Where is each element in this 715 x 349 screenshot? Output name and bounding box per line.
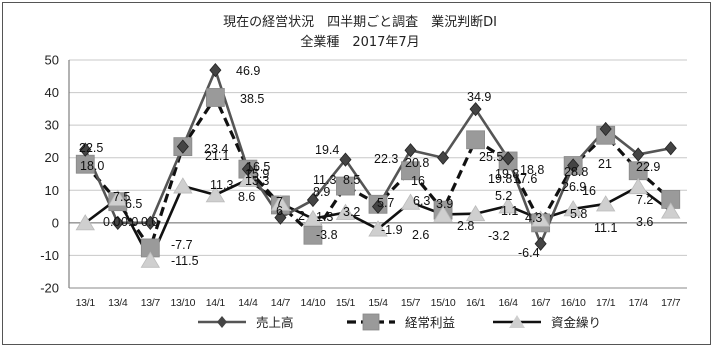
data-label: 46.9 xyxy=(236,64,260,78)
data-label: 5.2 xyxy=(495,189,512,203)
data-label: 19.4 xyxy=(315,143,339,157)
data-label: 1.3 xyxy=(316,210,333,224)
point-profit xyxy=(467,131,485,149)
data-label: 2.8 xyxy=(457,219,474,233)
data-label: 4.3 xyxy=(525,211,542,225)
legend-label: 経常利益 xyxy=(405,315,455,330)
grid xyxy=(69,60,687,288)
x-tick-label: 13/7 xyxy=(141,297,161,309)
x-tick-label: 14/10 xyxy=(301,297,326,309)
chart-title: 現在の経営状況 四半期ごと調査 業況判断DI xyxy=(223,14,497,30)
data-label: 0.0 xyxy=(121,215,138,229)
data-label: 2.6 xyxy=(412,228,429,242)
data-label: 7 xyxy=(276,195,283,209)
x-tick-label: 15/1 xyxy=(336,297,356,309)
data-label: 28.8 xyxy=(564,165,588,179)
data-label: 0.0 xyxy=(103,215,120,229)
x-tick-label: 13/4 xyxy=(108,297,128,309)
x-tick-label: 17/1 xyxy=(596,297,616,309)
x-tick-label: 13/10 xyxy=(170,297,195,309)
data-label: 16 xyxy=(411,174,425,188)
data-label: 8.5 xyxy=(343,173,360,187)
data-label: 16 xyxy=(582,184,596,198)
point-sales xyxy=(665,142,676,155)
data-label: 3.9 xyxy=(436,197,453,211)
point-funds xyxy=(174,178,192,193)
data-label: 22.5 xyxy=(79,141,103,155)
data-label: 7.2 xyxy=(636,193,653,207)
data-label: 22.3 xyxy=(374,152,398,166)
x-tick-label: 14/1 xyxy=(206,297,226,309)
data-label: 11.3 xyxy=(210,178,233,192)
data-label: 3.6 xyxy=(636,215,653,229)
legend-item-sales: 売上高 xyxy=(198,315,294,330)
data-label: 3.2 xyxy=(343,205,360,219)
x-tick-label: 16/10 xyxy=(561,297,586,309)
data-label: 20.8 xyxy=(405,156,429,170)
data-label: 8.9 xyxy=(313,185,330,199)
x-tick-label: 17/7 xyxy=(661,297,681,309)
x-tick-label: 15/7 xyxy=(401,297,421,309)
data-label: 11.1 xyxy=(594,221,617,235)
point-profit xyxy=(206,88,224,106)
data-label: -1.9 xyxy=(381,223,403,237)
y-tick-label: 40 xyxy=(45,85,59,100)
data-labels: 22.518.07.56.50.0 0.0 0.0-7.7-11.523.421.1… xyxy=(79,64,660,268)
y-tick-label: 0 xyxy=(52,215,59,230)
y-axis-ticks: -20 -10 0 10 20 30 40 50 xyxy=(40,53,59,296)
x-tick-label: 17/4 xyxy=(629,297,649,309)
data-label: 21.1 xyxy=(205,149,229,163)
x-tick-label: 15/10 xyxy=(431,297,456,309)
x-tick-label: 16/7 xyxy=(531,297,551,309)
y-tick-label: 50 xyxy=(45,53,59,68)
y-tick-label: -20 xyxy=(40,281,59,296)
data-label: -11.5 xyxy=(171,254,199,268)
x-tick-label: 16/4 xyxy=(498,297,518,309)
point-sales xyxy=(210,64,221,77)
legend-swatch-marker xyxy=(217,316,227,328)
data-label: 6.3 xyxy=(413,194,430,208)
x-tick-label: 14/4 xyxy=(238,297,258,309)
x-tick-label: 15/4 xyxy=(368,297,388,309)
y-tick-label: 30 xyxy=(45,118,59,133)
data-label: -7.7 xyxy=(171,238,193,252)
y-tick-label: 20 xyxy=(45,150,59,165)
data-label: -6.4 xyxy=(518,246,540,260)
data-label: 34.9 xyxy=(467,90,491,104)
data-label: -3.2 xyxy=(488,229,510,243)
data-label: 2 xyxy=(298,209,305,223)
data-label: 1.1 xyxy=(501,204,518,218)
data-label: 5.7 xyxy=(377,196,394,210)
data-label: 8.6 xyxy=(238,190,255,204)
x-axis-ticks: 13/1 13/4 13/7 13/10 14/1 14/4 14/7 14/10 15/1 15… xyxy=(76,297,681,309)
legend-swatch-marker xyxy=(363,314,379,330)
data-label: 0.0 xyxy=(141,215,158,229)
point-funds xyxy=(597,196,615,211)
x-tick-label: 14/7 xyxy=(271,297,291,309)
data-label: 5.8 xyxy=(570,207,587,221)
point-funds xyxy=(629,179,647,194)
data-label: 13.3 xyxy=(245,174,269,188)
y-tick-label: 10 xyxy=(45,183,59,198)
data-label: 6.5 xyxy=(125,197,142,211)
legend-item-profit: 経常利益 xyxy=(347,314,455,330)
data-label: 38.5 xyxy=(240,92,264,106)
data-label: 18.0 xyxy=(80,159,104,173)
legend-item-funds: 資金繰り xyxy=(493,315,601,330)
chart-subtitle: 全業種 2017年7月 xyxy=(300,34,419,50)
data-label: 22.9 xyxy=(636,160,660,174)
legend: 売上高 経常利益 資金繰り xyxy=(198,314,601,330)
x-tick-label: 16/1 xyxy=(466,297,486,309)
y-tick-label: -10 xyxy=(40,248,59,263)
data-label: 25.5 xyxy=(479,150,503,164)
data-label: 18.8 xyxy=(520,163,544,177)
data-label: -3.8 xyxy=(316,228,338,242)
data-label: 21 xyxy=(598,157,612,171)
legend-label: 売上高 xyxy=(256,315,294,330)
legend-label: 資金繰り xyxy=(551,315,601,330)
x-tick-label: 13/1 xyxy=(76,297,96,309)
